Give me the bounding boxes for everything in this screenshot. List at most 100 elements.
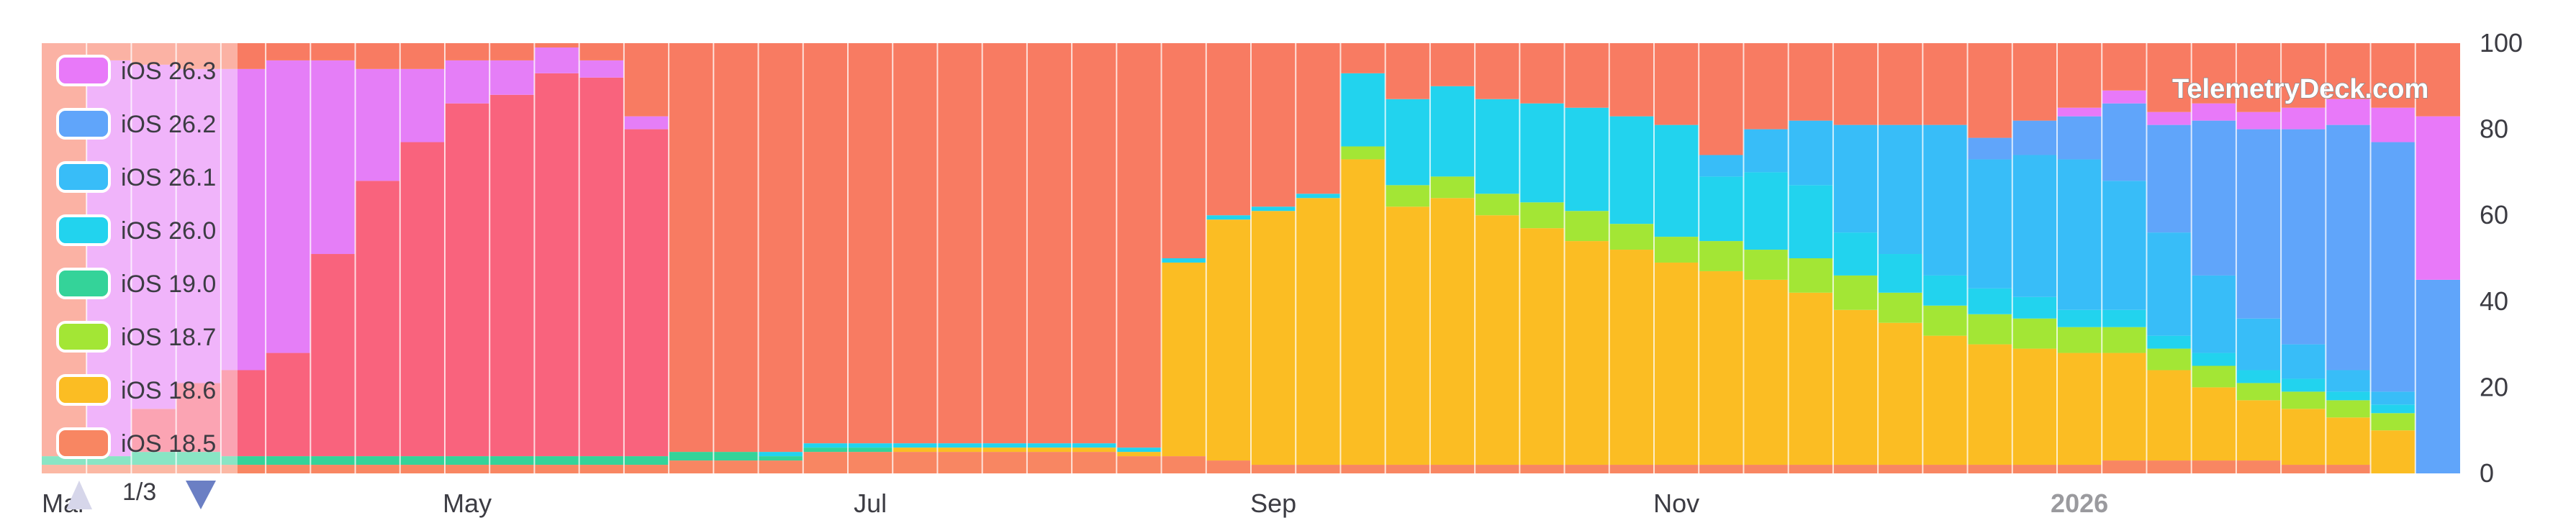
x-tick-label: May	[443, 489, 492, 518]
bar-segment	[1385, 465, 1430, 473]
bar-segment	[1832, 465, 1879, 473]
bar-segment	[176, 465, 221, 473]
bar-segment	[848, 452, 893, 473]
bar-segment	[1475, 465, 1520, 473]
bar-segment	[1788, 185, 1833, 258]
bar-segment	[1340, 73, 1386, 147]
bar-segment	[623, 129, 669, 457]
bar-segment	[1385, 185, 1430, 207]
legend-label[interactable]: iOS 19.0	[121, 271, 216, 298]
bar-segment-remainder	[1026, 43, 1072, 444]
bar-segment	[1161, 258, 1206, 263]
legend-swatch[interactable]	[56, 268, 111, 299]
x-tick-label: Jul	[854, 489, 887, 518]
legend-label[interactable]: iOS 26.1	[121, 164, 216, 191]
bar-segment	[399, 142, 445, 457]
bar-segment	[310, 456, 356, 465]
legend-next-icon[interactable]	[186, 481, 216, 509]
bar-segment	[1072, 447, 1117, 453]
bar-segment	[1967, 288, 2012, 314]
bar-segment	[534, 47, 579, 73]
bar-segment	[399, 456, 445, 465]
bar-segment	[1026, 447, 1072, 453]
bar-segment-remainder	[1878, 43, 1923, 125]
bar-segment	[220, 456, 266, 465]
bar-segment	[803, 443, 848, 448]
bar-segment	[2102, 103, 2147, 181]
bar-segment	[534, 465, 579, 473]
legend-swatch[interactable]	[56, 427, 111, 459]
y-tick-label: 100	[2480, 28, 2523, 58]
bar-segment-remainder	[1251, 43, 1296, 207]
bar-segment-remainder	[2102, 43, 2147, 91]
bar-segment-remainder	[220, 43, 266, 69]
bar-segment-remainder	[2146, 43, 2192, 112]
bar-segment-remainder	[399, 43, 445, 69]
bar-segment	[2281, 391, 2326, 409]
bar-segment	[2415, 116, 2460, 280]
bar-segment-remainder	[489, 43, 535, 60]
bar-area	[42, 43, 2460, 473]
y-tick-label: 60	[2480, 200, 2508, 230]
legend-swatch[interactable]	[56, 108, 111, 140]
bar-segment	[220, 370, 266, 457]
bar-segment	[1922, 124, 1968, 276]
legend-label[interactable]: iOS 18.5	[121, 430, 216, 458]
bar-segment	[2191, 103, 2236, 121]
bar-segment	[1922, 275, 1968, 306]
bar-segment	[2236, 370, 2282, 383]
legend-swatch[interactable]	[56, 214, 111, 246]
x-tick-label: 2026	[2051, 489, 2108, 518]
bar-segment	[2281, 129, 2326, 345]
bar-segment	[445, 103, 490, 457]
bar-segment	[2191, 460, 2236, 473]
legend-label[interactable]: iOS 26.2	[121, 111, 216, 138]
bar-segment	[1429, 465, 1475, 473]
bar-segment	[1922, 305, 1968, 336]
bar-segment	[42, 456, 87, 465]
bar-segment-remainder	[1654, 43, 1699, 125]
bar-segment	[1832, 275, 1879, 310]
bar-segment-remainder	[1743, 43, 1789, 130]
legend-swatch[interactable]	[56, 55, 111, 86]
bar-segment	[131, 465, 176, 473]
bar-segment	[1519, 202, 1565, 229]
bar-segment	[310, 254, 356, 457]
legend-label[interactable]: iOS 18.7	[121, 324, 216, 351]
bar-segment	[534, 73, 579, 457]
x-tick-label: Nov	[1653, 489, 1699, 518]
bar-segment-remainder	[131, 43, 176, 65]
bar-segment-remainder	[623, 43, 669, 117]
bar-segment-remainder	[2012, 43, 2057, 121]
bar-segment-remainder	[1296, 43, 1341, 194]
bar-segment	[1116, 447, 1162, 453]
bar-segment	[86, 465, 132, 473]
legend-swatch[interactable]	[56, 161, 111, 193]
bar-segment	[2057, 309, 2102, 327]
bar-segment	[534, 456, 579, 465]
legend-label[interactable]: iOS 18.6	[121, 377, 216, 404]
bar-segment-remainder	[758, 43, 803, 453]
bar-segment	[355, 68, 400, 181]
bar-segment	[1609, 116, 1654, 224]
bar-segment	[445, 465, 490, 473]
legend-label[interactable]: iOS 26.0	[121, 217, 216, 245]
bar-segment	[2102, 309, 2147, 327]
bar-segment	[1878, 124, 1923, 255]
bar-segment-remainder	[1609, 43, 1654, 117]
bar-segment-remainder	[2191, 43, 2236, 104]
bar-segment	[1654, 124, 1699, 237]
bar-segment	[2326, 465, 2371, 473]
legend-label[interactable]: iOS 26.3	[121, 58, 216, 85]
legend-swatch[interactable]	[56, 374, 111, 406]
bar-segment	[2191, 275, 2236, 353]
bar-segment	[1832, 124, 1879, 233]
bar-segment	[1116, 452, 1162, 457]
bar-segment	[42, 465, 87, 473]
bar-segment	[2326, 400, 2371, 418]
legend-prev-icon[interactable]	[66, 481, 92, 509]
bar-segment	[1654, 262, 1699, 465]
legend-swatch[interactable]	[56, 321, 111, 353]
bar-segment	[266, 353, 311, 457]
